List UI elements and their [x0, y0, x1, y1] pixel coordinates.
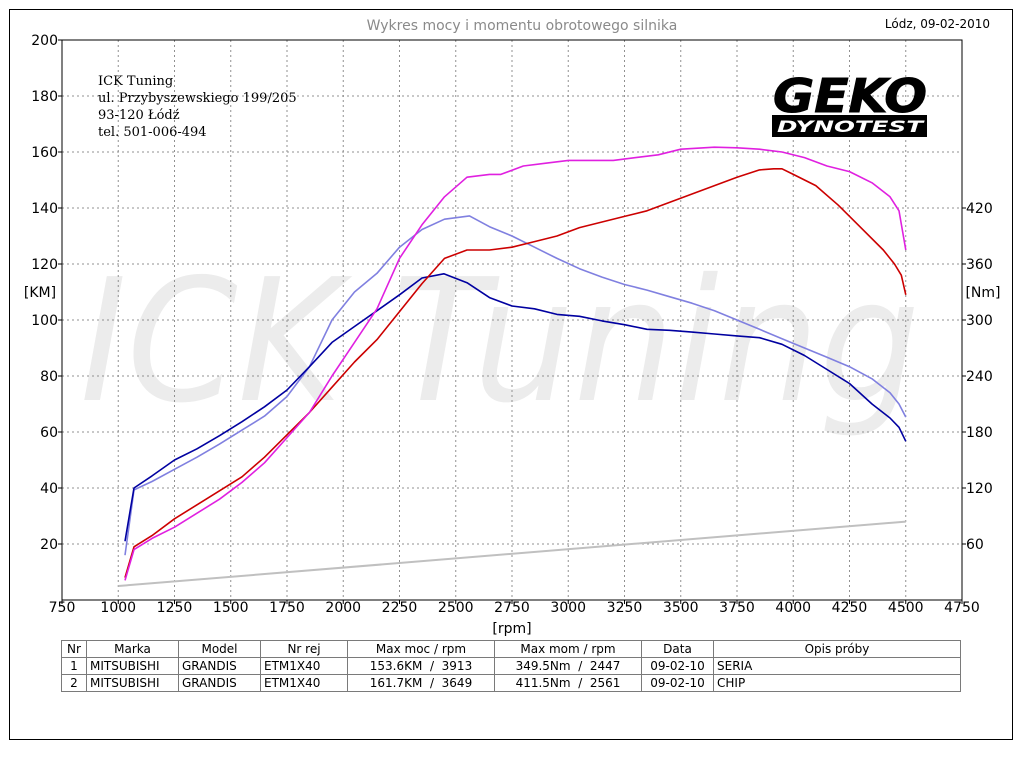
y-tick-label-left: 80: [40, 369, 58, 385]
y-axis-label-right: [Nm]: [965, 285, 1000, 301]
series-line-chip-power: [124, 146, 907, 581]
x-tick-label: 2000: [325, 600, 361, 616]
table-row: 1 MITSUBISHI GRANDIS ETM1X40 153.6KM / 3…: [61, 657, 961, 675]
x-tick-label: 4750: [944, 600, 980, 616]
x-tick-label: 2500: [438, 600, 474, 616]
x-tick-label: 2750: [494, 600, 530, 616]
report-frame: [9, 9, 1013, 740]
y-tick-label-right: 240: [966, 369, 993, 385]
company-phone: tel. 501-006-494: [98, 125, 207, 140]
x-tick-label: 2250: [382, 600, 418, 616]
cell-max-mom: 349.5Nm / 2447: [494, 657, 642, 675]
cell-max-moc: 153.6KM / 3913: [347, 657, 495, 675]
x-tick-label: 3000: [550, 600, 586, 616]
y-tick-label-right: 60: [966, 537, 984, 553]
company-name: ICK Tuning: [98, 74, 173, 89]
y-tick-label-left: 60: [40, 425, 58, 441]
cell-marka: MITSUBISHI: [86, 674, 179, 692]
watermark-layer: ICK Tuning: [80, 243, 920, 441]
cell-opis: CHIP: [713, 674, 961, 692]
cell-nr: 1: [61, 657, 87, 675]
y-tick-label-right: 360: [966, 257, 993, 273]
x-tick-label: 750: [49, 600, 76, 616]
cell-max-mom: 411.5Nm / 2561: [494, 674, 642, 692]
series-line-loss: [118, 520, 906, 587]
cell-marka: MITSUBISHI: [86, 657, 179, 675]
chart-title: Wykres mocy i momentu obrotowego silnika: [367, 18, 678, 34]
series-layer: [118, 146, 907, 587]
table-row: 2 MITSUBISHI GRANDIS ETM1X40 161.7KM / 3…: [61, 674, 961, 692]
grid-lines: [62, 40, 962, 600]
col-nr-rej: Nr rej: [260, 640, 348, 658]
y-tick-label-right: 180: [966, 425, 993, 441]
x-tick-label: 3750: [719, 600, 755, 616]
x-tick-label: 4250: [832, 600, 868, 616]
tick-labels: 750 1000 1250 1500 1750 2000 2250 2500 2750 3000 3…: [31, 33, 992, 616]
y-tick-label-left: 20: [40, 537, 58, 553]
logo-dynotest: DYNOTEST: [777, 117, 925, 136]
results-header-row: Nr Marka Model Nr rej Max moc / rpm Max …: [61, 640, 961, 658]
logo-band: [772, 115, 927, 137]
cell-nr-rej: ETM1X40: [260, 674, 348, 692]
company-city: 93-120 Łódź: [98, 108, 180, 123]
y-tick-label-left: 180: [31, 89, 58, 105]
y-tick-label-right: 300: [966, 313, 993, 329]
series-line-seria-power: [124, 168, 907, 578]
cell-opis: SERIA: [713, 657, 961, 675]
series-line-seria-torque: [124, 272, 907, 542]
x-tick-label: 1750: [269, 600, 305, 616]
cell-data: 09-02-10: [641, 674, 714, 692]
col-opis: Opis próby: [713, 640, 961, 658]
series-line-chip-torque: [124, 215, 907, 556]
y-tick-label-left: 140: [31, 201, 58, 217]
col-max-moc: Max moc / rpm: [347, 640, 495, 658]
company-street: ul. Przybyszewskiego 199/205: [98, 91, 297, 106]
cell-nr-rej: ETM1X40: [260, 657, 348, 675]
x-tick-label: 4500: [888, 600, 924, 616]
col-model: Model: [178, 640, 261, 658]
y-tick-label-right: 120: [966, 481, 993, 497]
x-tick-label: 3500: [663, 600, 699, 616]
x-tick-label: 1250: [157, 600, 193, 616]
logo-geko: GEKO: [773, 69, 927, 123]
x-axis-label: [rpm]: [492, 621, 531, 637]
x-tick-label: 1000: [100, 600, 136, 616]
cell-nr: 2: [61, 674, 87, 692]
x-tick-label: 4000: [775, 600, 811, 616]
cell-model: GRANDIS: [178, 674, 261, 692]
y-tick-label-left: 200: [31, 33, 58, 49]
col-marka: Marka: [86, 640, 179, 658]
y-tick-label-left: 100: [31, 313, 58, 329]
results-table: Nr Marka Model Nr rej Max moc / rpm Max …: [61, 640, 961, 692]
cell-model: GRANDIS: [178, 657, 261, 675]
cell-data: 09-02-10: [641, 657, 714, 675]
y-tick-label-right: 420: [966, 201, 993, 217]
col-nr: Nr: [61, 640, 87, 658]
col-max-mom: Max mom / rpm: [494, 640, 642, 658]
y-axis-label-left: [KM]: [24, 285, 56, 301]
col-data: Data: [641, 640, 714, 658]
x-tick-label: 3250: [607, 600, 643, 616]
company-info: ICK Tuning ul. Przybyszewskiego 199/205 …: [98, 74, 297, 140]
cell-max-moc: 161.7KM / 3649: [347, 674, 495, 692]
y-tick-label-left: 120: [31, 257, 58, 273]
watermark-text: ICK Tuning: [80, 243, 920, 441]
report-date: Lódz, 09-02-2010: [885, 17, 990, 31]
y-tick-label-left: 40: [40, 481, 58, 497]
x-tick-label: 1500: [213, 600, 249, 616]
y-tick-label-left: 160: [31, 145, 58, 161]
geko-logo: GEKO DYNOTEST: [772, 69, 928, 137]
